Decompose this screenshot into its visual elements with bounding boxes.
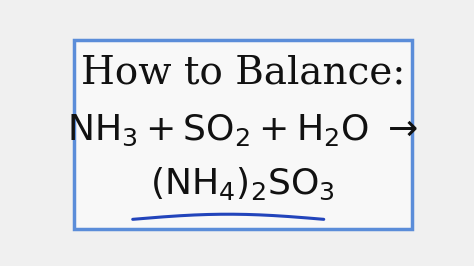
Text: How to Balance:: How to Balance: — [81, 54, 405, 92]
FancyBboxPatch shape — [74, 40, 412, 228]
Text: $\mathrm{NH_3 + SO_2 + H_2O\ \rightarrow}$: $\mathrm{NH_3 + SO_2 + H_2O\ \rightarrow… — [67, 113, 419, 148]
Text: $\mathrm{(NH_4)_2SO_3}$: $\mathrm{(NH_4)_2SO_3}$ — [150, 165, 336, 202]
